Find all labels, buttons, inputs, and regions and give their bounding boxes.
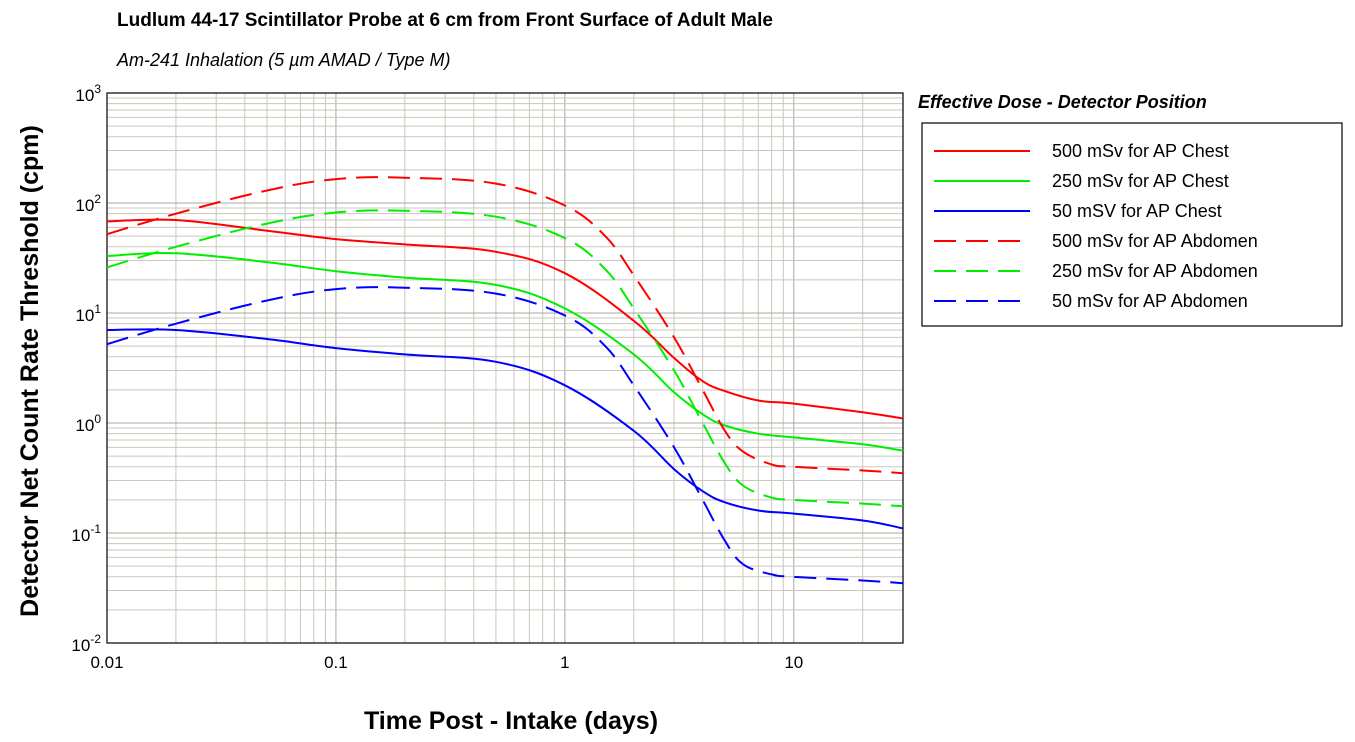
y-tick-label: 10-2 — [71, 632, 101, 655]
legend-title: Effective Dose - Detector Position — [918, 92, 1207, 112]
series-line-500-msv-for-ap-chest — [106, 218, 904, 420]
y-tick-label: 100 — [75, 412, 101, 435]
chart-title: Ludlum 44-17 Scintillator Probe at 6 cm … — [117, 10, 773, 31]
chart-subtitle: Am-241 Inhalation (5 µm AMAD / Type M) — [116, 50, 450, 70]
y-tick-label: 103 — [75, 82, 101, 105]
legend-label: 50 mSV for AP Chest — [1052, 201, 1222, 221]
grid — [106, 92, 904, 644]
y-axis-label: Detector Net Count Rate Threshold (cpm) — [16, 125, 44, 617]
y-tick-label: 102 — [75, 192, 101, 215]
legend: 500 mSv for AP Chest 250 mSv for AP Chest… — [934, 141, 1258, 311]
series-line-250-msv-for-ap-abdomen — [106, 209, 904, 508]
series-line-50-msv-for-ap-chest — [106, 328, 904, 530]
series-line-500-msv-for-ap-abdomen — [106, 176, 904, 475]
x-tick-label: 1 — [560, 653, 569, 672]
x-axis-label: Time Post - Intake (days) — [364, 707, 658, 735]
plot-frame — [106, 92, 904, 644]
series-line-50-msv-for-ap-abdomen — [106, 286, 904, 585]
y-tick-label: 10-1 — [71, 522, 101, 545]
series-lines — [106, 176, 904, 585]
x-tick-label: 0.01 — [90, 653, 123, 672]
legend-label: 50 mSv for AP Abdomen — [1052, 291, 1248, 311]
y-tick-label: 101 — [75, 302, 101, 325]
legend-label: 250 mSv for AP Abdomen — [1052, 261, 1258, 281]
x-tick-label: 0.1 — [324, 653, 348, 672]
series-line-250-msv-for-ap-chest — [106, 251, 904, 452]
x-tick-label: 10 — [784, 653, 803, 672]
tick-labels: 0.01 0.1 1 10 10-2 10-1 100 101 102 103 — [71, 82, 803, 672]
legend-box — [921, 122, 1343, 327]
legend-label: 250 mSv for AP Chest — [1052, 171, 1229, 191]
legend-label: 500 mSv for AP Chest — [1052, 141, 1229, 161]
legend-label: 500 mSv for AP Abdomen — [1052, 231, 1258, 251]
